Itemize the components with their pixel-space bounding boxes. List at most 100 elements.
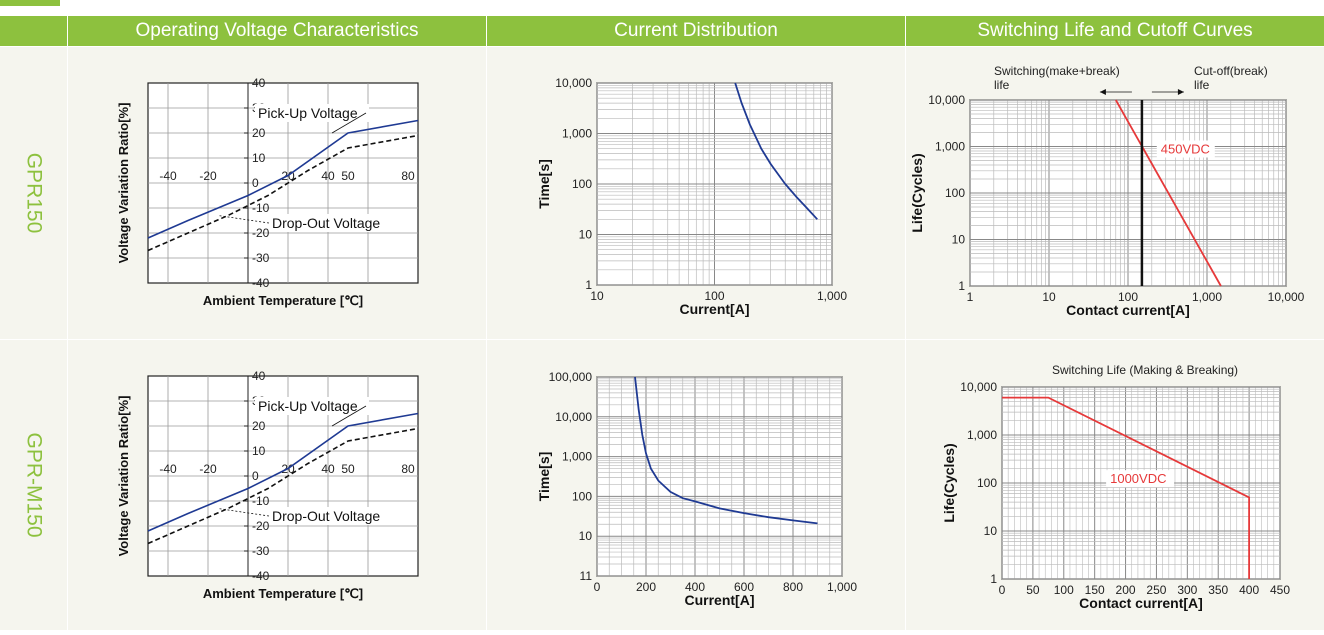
x-tick-label: 10 [590,289,604,303]
y-tick-label: 100 [572,177,592,191]
x-tick-label: 1,000 [817,289,847,303]
chart-current-gprm150: 0 200 400 600 800 1,000 11 10 100 1,000 10,000 100,… [536,370,857,608]
top-mark [0,0,60,6]
row-label-gpr150: GPR150 [0,47,67,339]
drop-out-voltage-label: Drop-Out Voltage [272,215,380,231]
x-tick-label: -20 [199,462,217,476]
y-tick-label: -10 [252,494,270,508]
column-header-switching-label: Switching Life and Cutoff Curves [977,20,1253,41]
x-tick-label: 1 [967,290,974,304]
y-tick-label: 0 [252,176,259,190]
x-tick-label: 100 [704,289,724,303]
x-tick-label: 50 [341,462,355,476]
panel-voltage-gprm150: 403020100-10-20-30-40-40-2020405080Pick-… [68,340,486,630]
x-tick-label: 200 [1116,583,1136,597]
chart-switching-gpr150: 1 10 100 1,000 10,000 1 10 100 1,000 10,000 Contac… [909,64,1305,318]
panel-switching-gprm150: 0 50 100 150 200 250 300 350 400 450 1 10 100 1,000 10… [906,340,1324,630]
y-axis-label: Life(Cycles) [909,153,925,232]
y-axis-label: Time[s] [536,452,552,502]
y-tick-label: 1 [958,279,965,293]
chart-switching-gprm150: 0 50 100 150 200 250 300 350 400 450 1 10 100 1,000 10… [941,363,1290,611]
x-tick-label: 80 [401,169,415,183]
y-tick-label: 20 [252,419,266,433]
x-axis-label: Ambient Temperature [℃] [203,586,363,601]
column-header-operating-label: Operating Voltage Characteristics [135,20,419,41]
x-tick-label: 1,000 [1192,290,1222,304]
series-curve [734,82,818,220]
y-tick-label: -20 [252,226,270,240]
x-tick-label: 0 [999,583,1006,597]
y-tick-label: 100 [572,489,592,503]
series-label-bg [1106,470,1175,488]
switching-life-label-2: life [994,78,1010,92]
y-tick-label: 10,000 [960,380,997,394]
y-tick-label: 11 [580,569,593,583]
x-tick-label: 400 [1239,583,1259,597]
y-tick-label: 10,000 [928,93,965,107]
column-header-current: Current Distribution [487,16,905,46]
y-tick-label: 1,000 [562,450,592,464]
cutoff-life-label: Cut-off(break) [1194,64,1268,78]
y-axis-label: Voltage Variation Ratio[%] [116,396,131,557]
y-tick-label: -40 [252,276,270,290]
y-axis-label: Voltage Variation Ratio[%] [116,103,131,264]
y-tick-label: 10 [252,151,266,165]
y-axis-label: Life(Cycles) [941,443,957,522]
chart-voltage-gprm150: 403020100-10-20-30-40-40-2020405080Pick-… [116,369,419,601]
y-tick-label: 1,000 [935,140,965,154]
y-tick-label: 100 [977,476,997,490]
series-label-450vdc: 450VDC [1161,142,1210,157]
x-axis-label: Contact current[A] [1079,595,1203,611]
switching-life-label: Switching(make+break) [994,64,1120,78]
y-tick-label: 1,000 [967,428,997,442]
x-tick-label: 40 [321,462,335,476]
y-tick-label: -30 [252,544,270,558]
annotation-leader [217,508,270,517]
x-tick-label: 600 [734,580,754,594]
series-pick-up-voltage [147,412,419,532]
x-tick-label: 100 [1118,290,1138,304]
annotation-bg [255,397,369,415]
row-label-gprm150: GPR-M150 [0,340,67,630]
x-tick-label: 50 [1026,583,1040,597]
header-corner [0,16,67,46]
chart-voltage-gpr150: 403020100-10-20-30-40-40-2020405080Pick-… [116,76,419,308]
series-pick-up-voltage [147,119,419,239]
y-tick-label: -10 [252,201,270,215]
annotation-leader [331,405,367,427]
series-curve [634,376,818,525]
y-tick-label: 40 [252,76,266,90]
left-arrow-head [1099,89,1106,95]
series-drop-out-voltage [147,134,419,252]
column-header-current-label: Current Distribution [614,20,778,41]
top-strip [0,0,1324,16]
x-tick-label: 0 [594,580,601,594]
pick-up-voltage-label: Pick-Up Voltage [258,398,358,414]
y-tick-label: 10 [984,524,998,538]
y-tick-label: 1 [990,572,997,586]
panel-switching-gpr150: 1 10 100 1,000 10,000 1 10 100 1,000 10,000 Contac… [906,47,1324,339]
x-tick-label: -40 [159,462,177,476]
column-header-switching: Switching Life and Cutoff Curves [906,16,1324,46]
y-tick-label: 20 [252,126,266,140]
y-tick-label: -30 [252,251,270,265]
y-tick-label: 0 [252,469,259,483]
x-axis-label: Current[A] [680,301,750,317]
series-drop-out-voltage [147,427,419,545]
y-tick-label: 100,000 [549,370,593,384]
x-axis-label: Contact current[A] [1066,302,1190,318]
row-label-gprm150-text: GPR-M150 [22,432,46,538]
annotation-bg [255,104,369,122]
y-tick-label: 10 [252,444,266,458]
x-tick-label: 80 [401,462,415,476]
y-tick-label: 1 [585,278,592,292]
series-450vdc [1115,99,1222,287]
y-tick-label: -40 [252,569,270,583]
y-tick-label: 10,000 [555,410,592,424]
x-tick-label: 450 [1270,583,1290,597]
x-tick-label: 350 [1208,583,1228,597]
x-tick-label: 300 [1177,583,1197,597]
y-tick-label: 40 [252,369,266,383]
annotation-leader [331,112,367,134]
